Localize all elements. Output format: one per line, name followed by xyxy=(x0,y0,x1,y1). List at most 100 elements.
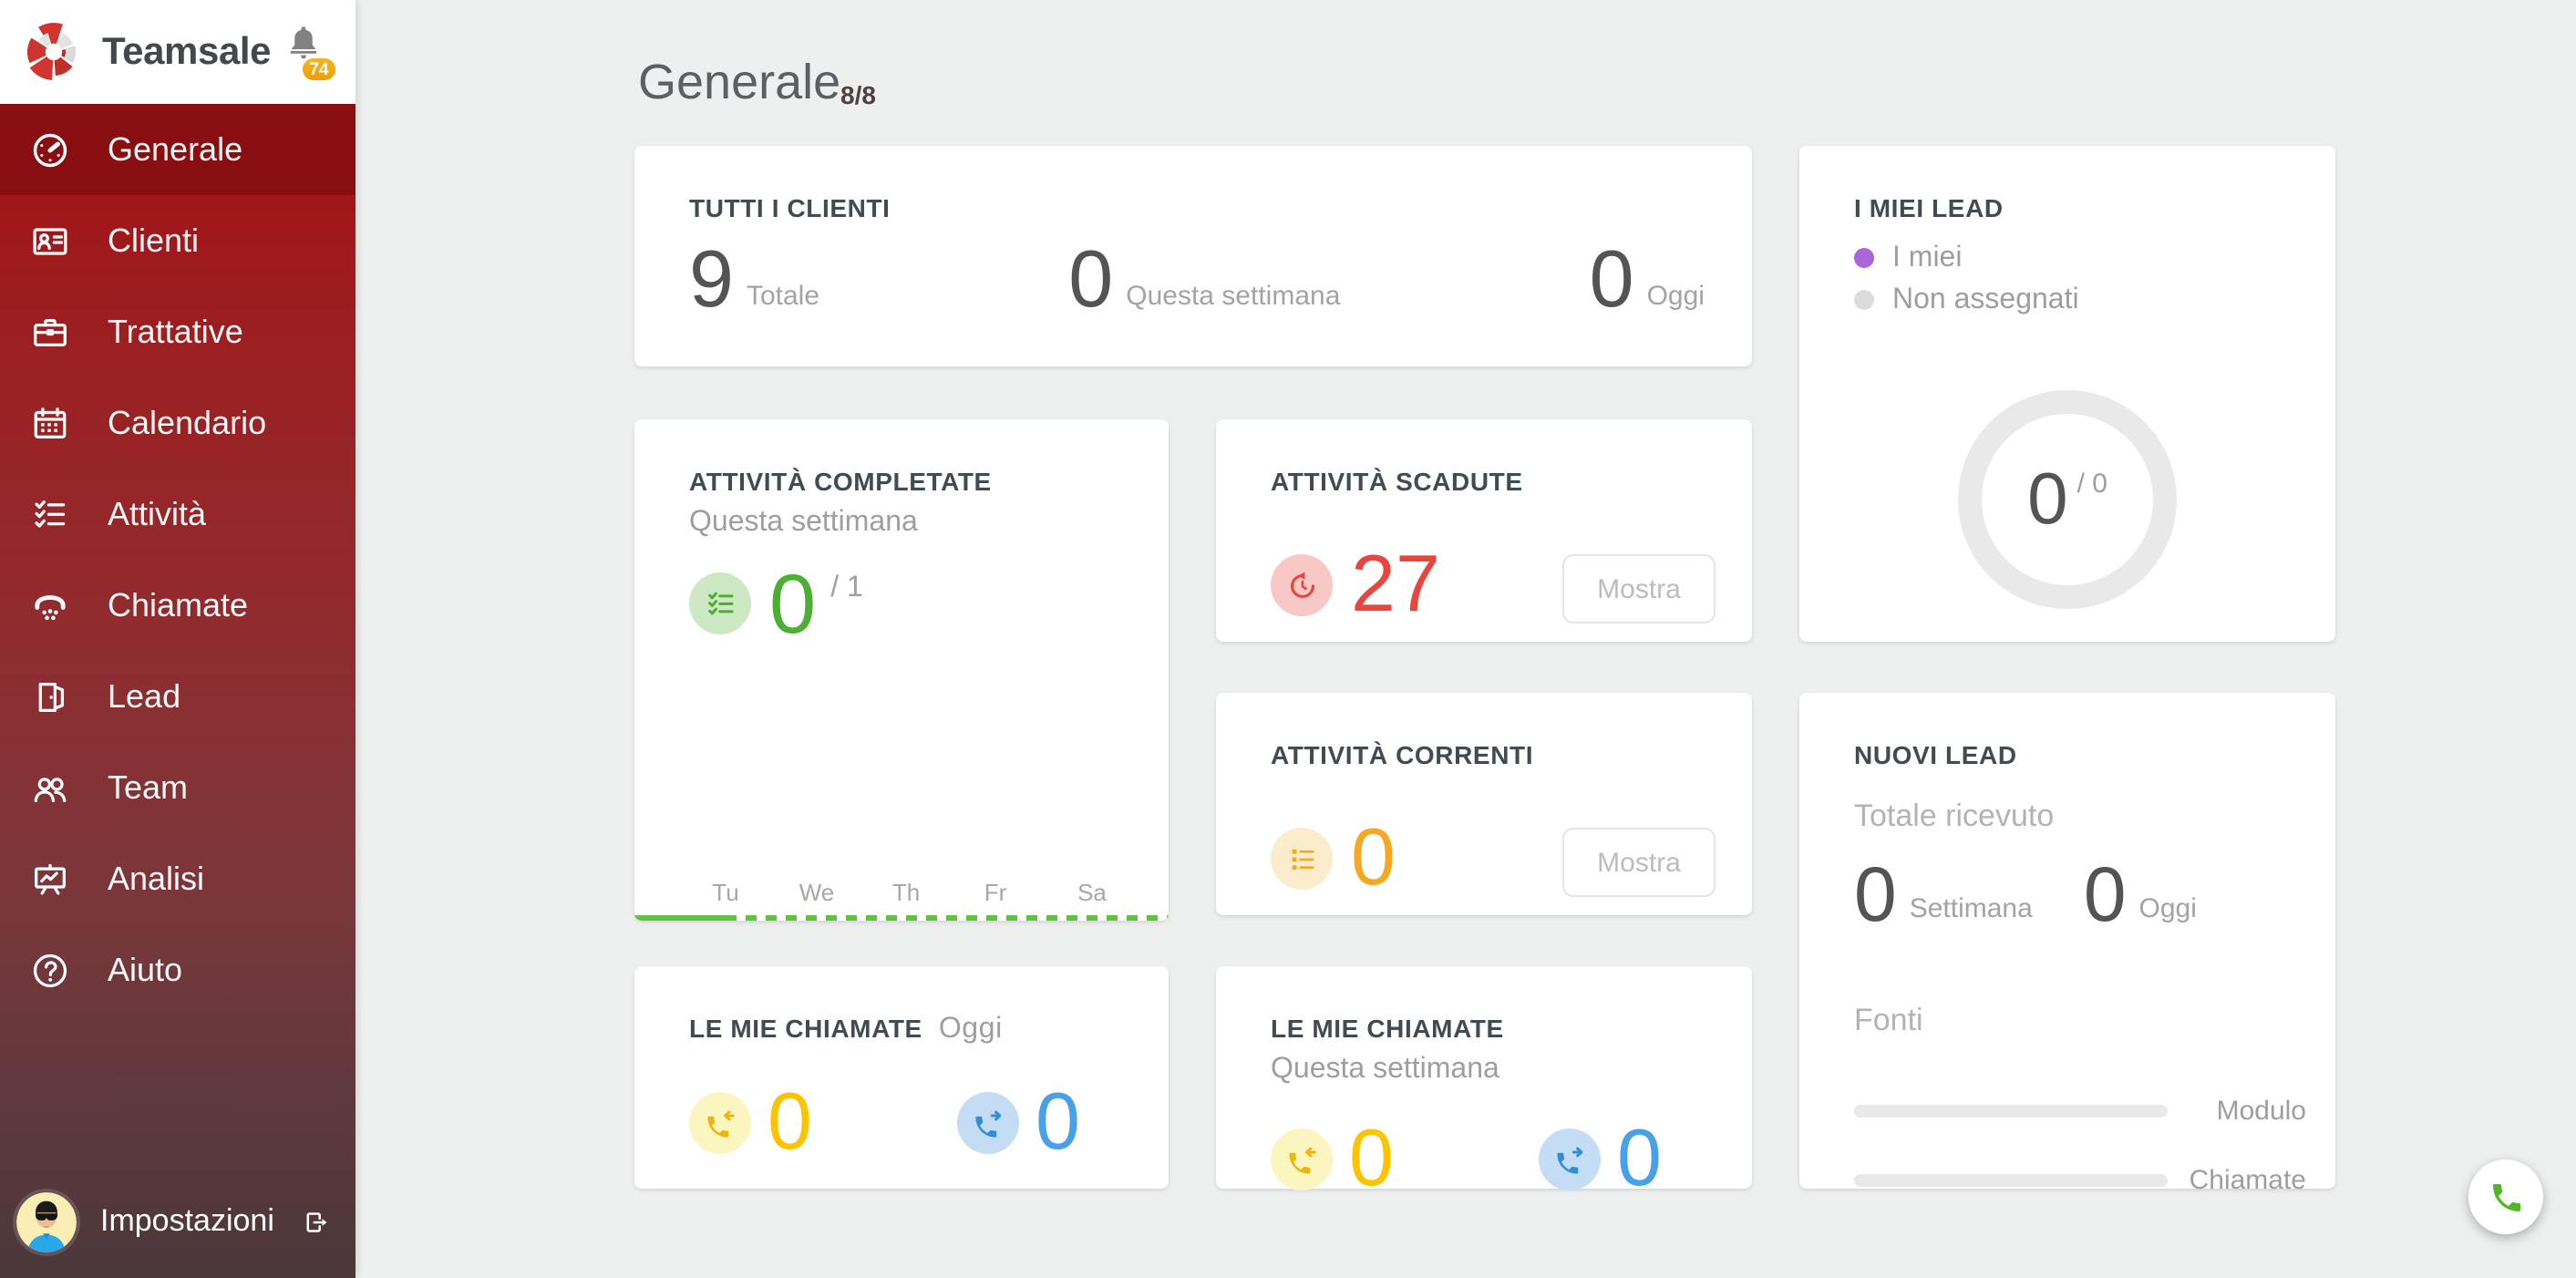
donut-total: / 0 xyxy=(2076,468,2107,499)
user-avatar[interactable] xyxy=(16,1191,77,1252)
stat-label: Settimana xyxy=(1909,893,2033,924)
source-row-modulo: Modulo xyxy=(1854,1095,2306,1126)
dashboard-gauge-icon xyxy=(27,128,71,171)
legend-label: Non assegnati xyxy=(1892,283,2079,314)
sidebar-logo-bar: Teamsale 74 xyxy=(0,0,355,104)
card-new-leads: NUOVI LEAD Totale ricevuto 0 Settimana 0… xyxy=(1799,693,2335,1195)
sidebar-item-trattative[interactable]: Trattative xyxy=(0,286,355,377)
progress-bar xyxy=(1854,1173,2168,1186)
sidebar-item-chiamate[interactable]: Chiamate xyxy=(0,560,355,651)
history-clock-icon xyxy=(1271,554,1333,616)
stat-value: 0 xyxy=(769,556,817,651)
source-label: Modulo xyxy=(2216,1095,2306,1126)
sidebar-item-label: Chiamate xyxy=(108,586,249,623)
stat-week: 0 Settimana xyxy=(1854,851,2033,937)
settings-label: Impostazioni xyxy=(100,1203,274,1238)
progress-line-chart xyxy=(634,915,1169,921)
show-current-button[interactable]: Mostra xyxy=(1562,828,1716,897)
sidebar-item-team[interactable]: Team xyxy=(0,742,355,833)
sidebar-item-label: Lead xyxy=(108,677,181,714)
gray-dot-icon xyxy=(1854,290,1874,310)
leads-donut-chart: 0 / 0 xyxy=(1958,390,2177,609)
card-subtitle: Questa settimana xyxy=(689,507,918,538)
analytics-board-icon xyxy=(27,857,71,901)
team-icon xyxy=(27,766,71,809)
logout-icon[interactable] xyxy=(301,1207,332,1238)
card-title: TUTTI I CLIENTI xyxy=(689,193,891,222)
sidebar-item-aiuto[interactable]: Aiuto xyxy=(0,924,355,1015)
incoming-call-icon xyxy=(1271,1129,1333,1190)
completed-stat: 0 / 1 xyxy=(689,562,863,645)
outgoing-call-icon xyxy=(1539,1129,1601,1190)
stat-label: Totale xyxy=(746,281,820,312)
legend-item-mine: I miei xyxy=(1854,237,2079,279)
outgoing-calls-stat: 0 xyxy=(1539,1114,1662,1203)
card-title: NUOVI LEAD xyxy=(1854,740,2017,769)
card-my-calls-today: LE MIE CHIAMATE Oggi 0 0 xyxy=(634,966,1169,1189)
sidebar-item-label: Aiuto xyxy=(108,951,183,987)
sidebar-item-analisi[interactable]: Analisi xyxy=(0,833,355,924)
sidebar-item-clienti[interactable]: Clienti xyxy=(0,195,355,286)
sidebar-item-generale[interactable]: Generale xyxy=(0,104,355,195)
calendar-icon xyxy=(27,401,71,445)
checklist-green-icon xyxy=(689,572,751,634)
sidebar-item-lead[interactable]: Lead xyxy=(0,651,355,742)
card-title-row: LE MIE CHIAMATE Oggi xyxy=(689,1014,1003,1046)
sidebar-item-label: Team xyxy=(108,768,189,805)
page-counter: 8/8 xyxy=(840,80,876,109)
card-overdue-activities: ATTIVITÀ SCADUTE 27 Mostra xyxy=(1216,419,1752,642)
stat-value: 0 xyxy=(1068,235,1114,325)
card-subtitle: Questa settimana xyxy=(1271,1054,1499,1085)
overdue-stat: 27 xyxy=(1271,544,1440,624)
stat-label: Oggi xyxy=(1646,281,1705,312)
card-title: ATTIVITÀ CORRENTI xyxy=(1271,740,1534,769)
axis-label: Th xyxy=(891,879,921,906)
purple-dot-icon xyxy=(1854,248,1874,268)
sources-label: Fonti xyxy=(1854,1003,1923,1037)
card-completed-activities: ATTIVITÀ COMPLETATE Questa settimana 0 /… xyxy=(634,419,1169,921)
donut-value: 0 xyxy=(2027,459,2068,540)
progress-bar xyxy=(1854,1104,2168,1117)
stat-label: Oggi xyxy=(2138,893,2197,924)
teamsale-logo-icon xyxy=(26,22,76,80)
stat-value: 9 xyxy=(689,235,734,325)
stat-value: 0 xyxy=(1351,813,1396,902)
outgoing-call-icon xyxy=(957,1092,1019,1154)
stat-today: 0 Oggi xyxy=(1589,235,1705,325)
page-title: Generale xyxy=(638,55,841,109)
card-my-leads: I MIEI LEAD I miei Non assegnati 0 / 0 xyxy=(1799,146,2335,642)
notifications-bell-icon[interactable] xyxy=(283,24,325,66)
sidebar-item-calendario[interactable]: Calendario xyxy=(0,377,355,469)
leads-legend: I miei Non assegnati xyxy=(1854,237,2079,321)
card-my-calls-week: LE MIE CHIAMATE Questa settimana 0 0 xyxy=(1216,966,1752,1199)
stat-value: 0 xyxy=(2083,851,2127,937)
source-row-chiamate: Chiamate xyxy=(1854,1164,2306,1195)
show-overdue-button[interactable]: Mostra xyxy=(1562,554,1716,624)
sidebar-item-attivita[interactable]: Attività xyxy=(0,469,355,560)
stat-value: 0 xyxy=(1589,235,1634,325)
card-current-activities: ATTIVITÀ CORRENTI 0 Mostra xyxy=(1216,693,1752,915)
stat-value: 0 xyxy=(1854,851,1897,937)
stat-value: 27 xyxy=(1351,540,1440,629)
line-dashed-segment xyxy=(725,915,1169,921)
phone-icon xyxy=(2492,1183,2519,1211)
stat-total: 9 Totale xyxy=(689,235,820,325)
stat-value: 0 xyxy=(1349,1114,1394,1203)
settings-row[interactable]: Impostazioni xyxy=(0,1165,355,1278)
clients-stats: 9 Totale 0 Questa settimana 0 Oggi xyxy=(689,235,1705,325)
checklist-icon xyxy=(27,492,71,536)
sidebar-menu: Generale Clienti xyxy=(0,104,355,1278)
card-title: ATTIVITÀ COMPLETATE xyxy=(689,467,992,496)
sidebar-item-label: Generale xyxy=(108,130,243,167)
notifications-count-badge[interactable]: 74 xyxy=(301,57,337,82)
axis-label: Fr xyxy=(984,879,1007,906)
card-title: I MIEI LEAD xyxy=(1854,193,2004,222)
stat-this-week: 0 Questa settimana xyxy=(1068,235,1340,325)
card-subtitle: Oggi xyxy=(938,1014,1003,1045)
new-leads-stats: 0 Settimana 0 Oggi xyxy=(1854,851,2197,937)
stat-value: 0 xyxy=(1617,1114,1662,1203)
call-fab-button[interactable] xyxy=(2468,1159,2543,1234)
briefcase-icon xyxy=(27,310,71,354)
app-title: Teamsale xyxy=(102,31,272,73)
sidebar-item-label: Calendario xyxy=(108,404,267,440)
